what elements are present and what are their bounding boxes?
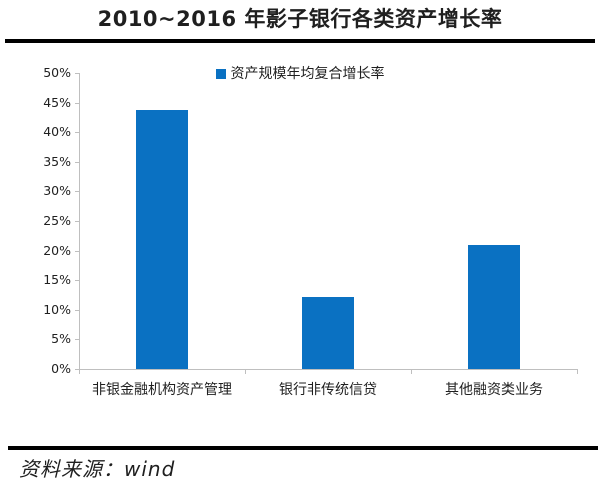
x-axis-label: 其他融资类业务 — [445, 382, 543, 398]
y-axis-tick — [75, 309, 79, 311]
bottom-rule — [8, 446, 598, 450]
y-axis-label: 40% — [43, 124, 71, 140]
y-axis-tick — [75, 73, 79, 74]
y-axis-label: 0% — [51, 361, 71, 376]
x-axis-tick — [411, 370, 412, 374]
y-axis-tick — [75, 132, 79, 134]
x-axis-tick — [245, 370, 246, 374]
bar — [302, 297, 354, 369]
y-axis-tick — [75, 250, 79, 252]
y-axis-label: 20% — [43, 242, 71, 258]
y-axis-tick — [75, 102, 79, 104]
y-axis-tick — [75, 339, 79, 341]
y-axis-tick — [75, 221, 79, 222]
y-axis-line — [79, 73, 80, 370]
bar — [468, 244, 520, 369]
y-axis-label: 50% — [43, 65, 71, 80]
y-axis-tick — [75, 369, 79, 370]
y-axis-label: 30% — [43, 183, 71, 199]
chart-legend: 资产规模年均复合增长率 — [0, 66, 600, 82]
y-axis-label: 5% — [51, 331, 71, 347]
x-axis-label: 银行非传统信贷 — [279, 382, 377, 398]
y-axis-label: 25% — [43, 213, 71, 228]
y-axis-label: 15% — [43, 272, 71, 288]
legend-label: 资产规模年均复合增长率 — [230, 66, 385, 82]
source-caption: 资料来源：wind — [19, 457, 176, 481]
bar — [136, 110, 188, 369]
x-axis-line — [79, 369, 578, 370]
x-axis-label: 非银金融机构资产管理 — [92, 382, 232, 398]
y-axis-label: 45% — [43, 94, 71, 110]
y-axis-label: 35% — [43, 153, 71, 169]
y-axis-tick — [75, 161, 79, 163]
top-rule — [5, 39, 595, 43]
y-axis-label: 10% — [43, 301, 71, 317]
x-axis-tick — [79, 370, 80, 374]
chart-title: 2010~2016 年影子银行各类资产增长率 — [97, 7, 503, 31]
y-axis-tick — [75, 191, 79, 193]
legend-swatch-icon — [215, 69, 226, 79]
y-axis-tick — [75, 280, 79, 282]
x-axis-tick — [577, 370, 578, 374]
